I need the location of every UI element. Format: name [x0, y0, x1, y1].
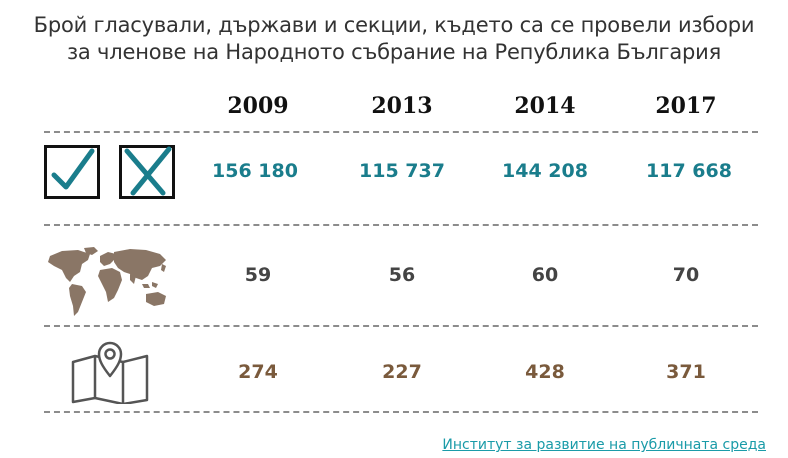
countries-2017: 70 [672, 264, 700, 286]
chart-title: Брой гласували, държави и секции, където… [0, 12, 788, 66]
sections-2017: 371 [666, 361, 706, 383]
divider-3 [44, 325, 758, 327]
countries-2013: 56 [388, 264, 416, 286]
world-map-icon [48, 247, 166, 316]
ballot-cross-icon [119, 145, 175, 199]
title-line-1: Брой гласували, държави и секции, където… [33, 13, 755, 37]
map-pin-icon [71, 341, 149, 404]
voters-2009: 156 180 [212, 160, 298, 182]
sections-2014: 428 [525, 361, 565, 383]
year-header-2013: 2013 [371, 93, 433, 119]
voters-2017: 117 668 [646, 160, 732, 182]
voters-2013: 115 737 [359, 160, 445, 182]
ballot-check-icon [44, 145, 100, 199]
countries-2014: 60 [531, 264, 559, 286]
divider-4 [44, 411, 758, 413]
divider-1 [44, 131, 758, 133]
sections-2009: 274 [238, 361, 278, 383]
title-line-2: за членове на Народното събрание на Репу… [66, 40, 722, 64]
year-header-2017: 2017 [655, 93, 717, 119]
year-header-2014: 2014 [514, 93, 576, 119]
sections-2013: 227 [382, 361, 422, 383]
voters-2014: 144 208 [502, 160, 588, 182]
countries-2009: 59 [244, 264, 272, 286]
source-link[interactable]: Институт за развитие на публичната среда [442, 437, 766, 453]
divider-2 [44, 224, 758, 226]
year-header-2009: 2009 [227, 93, 289, 119]
